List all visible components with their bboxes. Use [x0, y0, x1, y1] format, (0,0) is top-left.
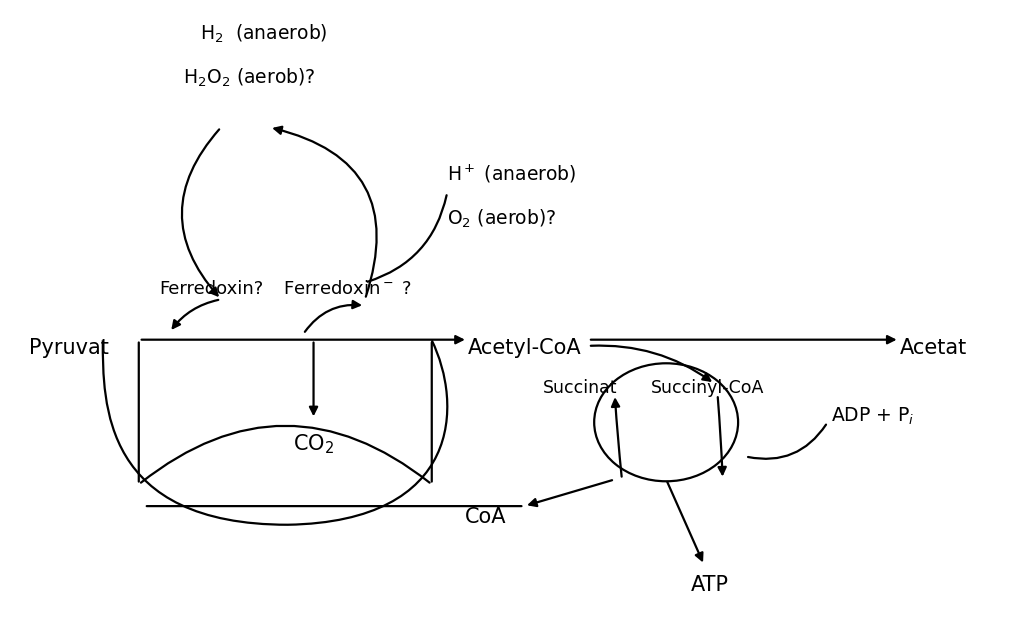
Text: H$_2$  (anaerob): H$_2$ (anaerob) [200, 23, 328, 45]
Text: CO$_2$: CO$_2$ [293, 432, 334, 456]
Text: Pyruvat: Pyruvat [29, 338, 109, 358]
Text: Acetyl-CoA: Acetyl-CoA [468, 338, 582, 358]
Text: CoA: CoA [465, 507, 506, 527]
Text: H$_2$O$_2$ (aerob)?: H$_2$O$_2$ (aerob)? [183, 66, 316, 89]
Text: Ferredoxin?: Ferredoxin? [159, 280, 263, 297]
Text: ADP + P$_i$: ADP + P$_i$ [831, 406, 914, 427]
Text: H$^+$ (anaerob): H$^+$ (anaerob) [447, 163, 577, 185]
Text: Succinyl-CoA: Succinyl-CoA [651, 379, 764, 397]
Text: Acetat: Acetat [900, 338, 966, 358]
Text: Ferredoxin$^-$ ?: Ferredoxin$^-$ ? [283, 280, 411, 297]
Text: Succinat: Succinat [543, 379, 617, 397]
Text: ATP: ATP [691, 575, 729, 595]
Text: O$_2$ (aerob)?: O$_2$ (aerob)? [447, 207, 556, 230]
